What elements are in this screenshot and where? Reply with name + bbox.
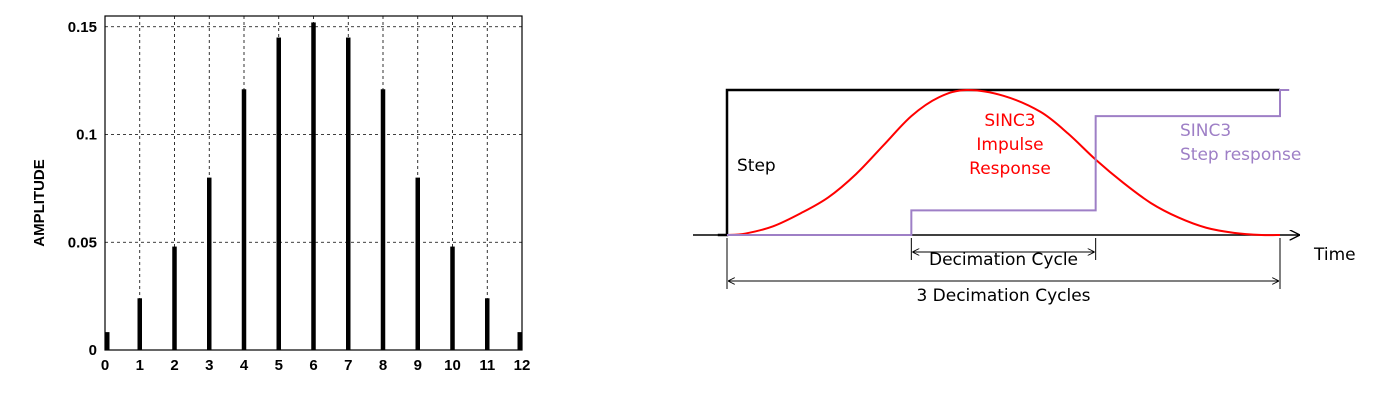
bars bbox=[105, 22, 522, 351]
sinc3-response-diagram: Time Step SINC3 Impulse Response SINC3 Step r… bbox=[693, 88, 1356, 306]
bar-12 bbox=[517, 332, 522, 350]
bar-9 bbox=[415, 177, 420, 350]
dimension-annotations: Decimation Cycle 3 Decimation Cycles bbox=[726, 238, 1281, 306]
x-tick-label: 1 bbox=[136, 357, 144, 374]
step-label: Step bbox=[737, 156, 776, 176]
y-tick-label: 0.05 bbox=[68, 234, 97, 251]
sinc3-coefficient-bar-chart: 0 1 2 3 4 5 6 7 8 9 10 11 12 00.050.10.15 AMPLITUDE bbox=[31, 15, 531, 374]
bar-0 bbox=[105, 332, 110, 350]
x-tick-label: 5 bbox=[275, 357, 283, 374]
bar-5 bbox=[276, 37, 281, 350]
x-tick-labels: 0 1 2 3 4 5 6 7 8 9 10 11 12 bbox=[101, 357, 531, 374]
step-line bbox=[717, 88, 1280, 237]
bar-11 bbox=[485, 298, 490, 350]
x-tick-label: 4 bbox=[240, 357, 249, 374]
sinc3-impulse-response-curve bbox=[726, 88, 1281, 237]
time-axis-label: Time bbox=[1313, 245, 1356, 265]
bar-8 bbox=[380, 89, 386, 350]
bar-1 bbox=[137, 298, 142, 350]
x-tick-label: 12 bbox=[514, 357, 531, 374]
x-tick-label: 10 bbox=[444, 357, 461, 374]
x-tick-label: 11 bbox=[479, 357, 495, 374]
three-decimation-cycles-label: 3 Decimation Cycles bbox=[916, 286, 1090, 306]
bar-4 bbox=[241, 89, 247, 350]
x-tick-label: 8 bbox=[379, 357, 387, 374]
x-tick-label: 0 bbox=[101, 357, 109, 374]
y-tick-label: 0.1 bbox=[76, 127, 97, 144]
decimation-cycle-label: Decimation Cycle bbox=[929, 250, 1078, 270]
x-tick-label: 3 bbox=[205, 357, 213, 374]
x-tick-label: 2 bbox=[170, 357, 178, 374]
plot-frame bbox=[104, 15, 523, 351]
x-tick-label: 7 bbox=[344, 357, 352, 374]
bar-2 bbox=[172, 246, 177, 350]
y-tick-label: 0.15 bbox=[68, 19, 97, 36]
bar-10 bbox=[450, 246, 455, 350]
x-tick-label: 6 bbox=[309, 357, 317, 374]
bar-6 bbox=[311, 22, 316, 351]
impulse-response-label: SINC3 Impulse Response bbox=[969, 111, 1051, 179]
bar-3 bbox=[207, 177, 212, 350]
x-tick-label: 9 bbox=[414, 357, 422, 374]
y-tick-label: 0 bbox=[89, 342, 97, 359]
series-labels: Step SINC3 Impulse Response SINC3 Step respon… bbox=[737, 111, 1301, 179]
response-series bbox=[717, 88, 1290, 237]
y-axis-label: AMPLITUDE bbox=[31, 159, 48, 247]
step-response-label: SINC3 Step response bbox=[1180, 121, 1301, 165]
sinc3-step-response-line bbox=[727, 89, 1290, 236]
bar-7 bbox=[346, 37, 351, 350]
y-tick-labels: 0 0.05 0.1 0.15 bbox=[68, 19, 97, 359]
